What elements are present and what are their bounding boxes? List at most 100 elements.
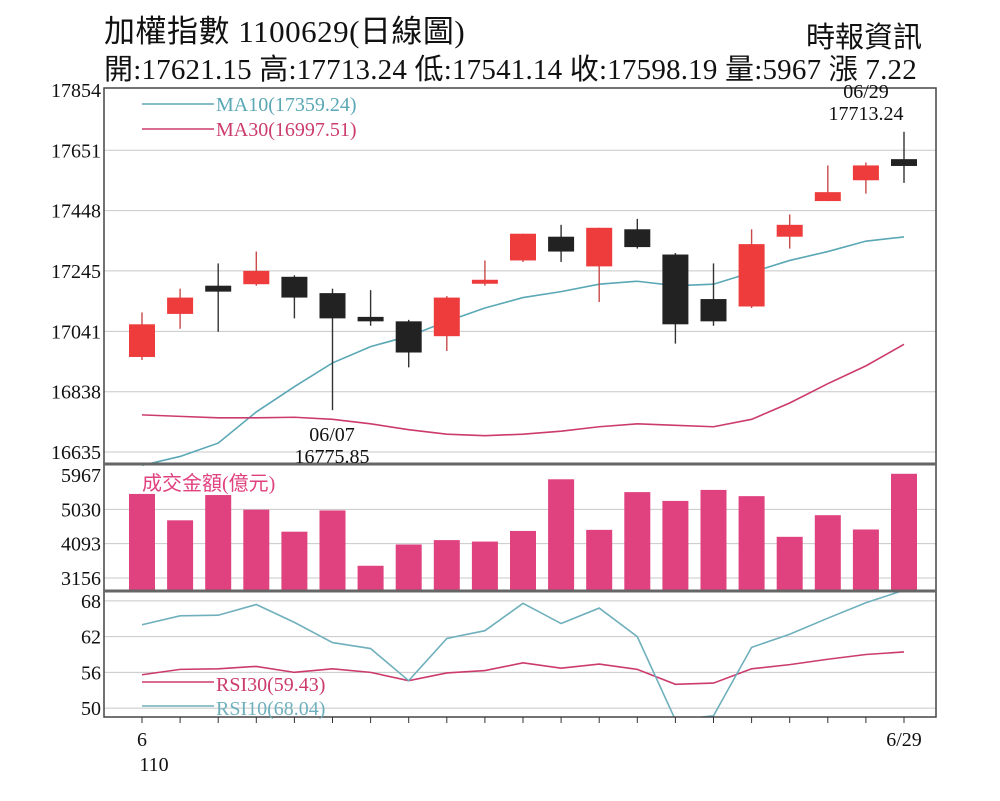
candle [662,253,689,344]
candle-body-up [510,233,536,261]
candle-body-up [738,244,765,307]
rsi-lines [141,591,905,717]
rsi-tick-label: 62 [81,627,101,649]
volume-bar [814,515,841,591]
rsi10-legend-label: RSI10(68.04) [216,698,325,720]
price-tick-label: 17245 [51,261,101,283]
volume-tick-label: 3156 [61,568,101,590]
price-tick-label: 17041 [51,321,101,343]
candle-body-down [548,236,575,252]
volume-bar [700,489,727,591]
volume-bar [662,500,689,591]
volume-bar [471,541,498,591]
candle [319,288,346,411]
rsi30-line [141,651,905,686]
panel-frames [103,87,937,723]
candle [510,233,536,262]
candle [738,229,765,308]
candle-body-up [471,279,498,284]
chart-frame [103,87,937,718]
candle [891,131,917,183]
source-label: 時報資訊 [806,22,923,54]
chart-title: 加權指數 1100629(日線圖) [104,14,466,49]
volume-bar [433,540,460,591]
rsi-tick-label: 68 [81,591,101,613]
candle [243,251,270,286]
candle-body-down [205,285,232,292]
volume-bar [319,510,346,591]
annotation-value: 17713.24 [829,103,904,125]
volume-tick-label: 5030 [61,499,101,521]
candle [814,165,841,202]
candle-body-up [814,192,841,202]
price-tick-label: 16635 [51,442,101,464]
volume-bar [167,520,194,591]
candle-body-down [395,321,422,353]
candle-body-up [852,165,879,181]
candle [129,312,155,360]
candle [281,275,308,319]
moving-average-lines [141,236,905,467]
candle [167,288,194,329]
candle-body-down [357,316,384,322]
ma30-line [141,343,905,437]
volume-bar [776,536,803,591]
volume-bar [510,530,536,591]
ma30-legend-label: MA30(16997.51) [216,119,357,141]
candle-body-up [586,227,613,267]
price-tick-label: 16838 [51,382,101,404]
x-label-start-sub: 110 [139,754,168,776]
annotation-value: 16775.85 [295,446,370,468]
price-tick-label: 17854 [51,80,101,102]
candle [205,263,232,332]
volume-bar [357,565,384,591]
candle-body-down [662,254,689,325]
candle-body-up [433,297,460,337]
candle-body-up [129,324,155,357]
candle-body-down [700,299,727,322]
candlesticks [129,131,917,411]
candle-body-up [776,224,803,237]
candle-body-up [243,270,270,285]
rsi-tick-label: 50 [81,698,101,720]
rsi-tick-label: 56 [81,662,101,684]
volume-bar [548,479,575,591]
annotation-date: 06/07 [309,424,355,446]
candle [548,224,575,262]
candle-body-down [281,276,308,298]
candle [776,214,803,249]
volume-bar [624,492,651,591]
candle [395,319,422,368]
x-label-end: 6/29 [886,729,922,751]
volume-bar [243,509,270,591]
volume-bar [891,473,917,591]
candle-body-down [891,159,917,166]
candle [357,290,384,326]
candle-body-up [167,297,194,314]
ohlc-summary: 開:17621.15 高:17713.24 低:17541.14 收:17598… [104,54,917,86]
ma10-legend-label: MA10(17359.24) [216,94,357,116]
x-label-start: 6 [137,729,147,751]
volume-bar [205,495,232,591]
volume-tick-label: 4093 [61,534,101,556]
candle [433,296,460,352]
volume-bar [129,493,155,591]
volume-title: 成交金額(億元) [142,472,275,495]
rsi30-legend-label: RSI30(59.43) [216,674,325,696]
candle [624,218,651,249]
candle [586,227,613,303]
rsi10-line [141,591,905,717]
candle [700,263,727,326]
annotation-date: 06/29 [843,81,889,103]
volume-bar [281,531,308,591]
candle [471,260,498,286]
volume-tick-label: 5967 [61,465,101,487]
candle-body-down [319,293,346,319]
candle-body-down [624,229,651,248]
volume-bar [852,529,879,591]
volume-bar [738,496,765,591]
volume-bar [586,529,613,591]
volume-bar [395,544,422,591]
price-tick-label: 17448 [51,201,101,223]
